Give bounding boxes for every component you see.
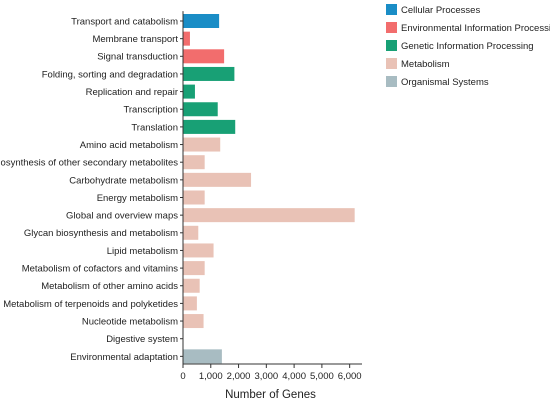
legend-swatch [386, 4, 397, 15]
bar [183, 119, 236, 134]
category-label: Metabolism of cofactors and vitamins [22, 264, 179, 275]
category-label: Metabolism of terpenoids and polyketides [3, 299, 178, 310]
bar [183, 102, 218, 117]
category-label: Nucleotide metabolism [82, 316, 178, 327]
category-label: Membrane transport [92, 34, 178, 45]
legend-swatch [386, 22, 397, 33]
category-label: Global and overview maps [66, 211, 178, 222]
legend-label: Environmental Information Processing [401, 23, 550, 34]
bar [183, 208, 355, 223]
category-label: Signal transduction [97, 52, 178, 63]
category-label: Digestive system [106, 334, 178, 345]
category-label: Biosynthesis of other secondary metaboli… [0, 158, 178, 169]
x-tick-label: 2,000 [227, 371, 251, 382]
bar [183, 296, 197, 311]
category-label: Glycan biosynthesis and metabolism [24, 228, 178, 239]
category-labels: Transport and catabolism Membrane transpo… [0, 16, 178, 362]
x-axis: 0 1,000 2,000 3,000 4,000 5,000 6,000 [180, 11, 362, 382]
x-axis-title: Number of Genes [225, 389, 316, 401]
legend-label: Metabolism [401, 59, 450, 70]
bar [183, 155, 205, 170]
category-label: Transport and catabolism [71, 16, 178, 27]
x-tick-label: 0 [180, 371, 185, 382]
bar [183, 66, 235, 81]
legend-swatch [386, 40, 397, 51]
category-label: Folding, sorting and degradation [42, 69, 178, 80]
x-tick-label: 6,000 [338, 371, 362, 382]
x-tick-label: 4,000 [282, 371, 306, 382]
x-tick-label: 1,000 [199, 371, 223, 382]
bar [183, 49, 225, 64]
bar [183, 243, 214, 258]
legend-label: Cellular Processes [401, 5, 480, 16]
category-label: Replication and repair [86, 87, 178, 98]
bar [183, 137, 221, 152]
category-label: Translation [131, 122, 178, 133]
bar [183, 14, 220, 28]
category-label: Transcription [123, 105, 178, 116]
bar [183, 314, 204, 329]
category-label: Lipid metabolism [107, 246, 178, 257]
bars [183, 14, 355, 364]
bar [183, 31, 190, 46]
category-label: Metabolism of other amino acids [41, 281, 178, 292]
bar [183, 349, 222, 364]
x-tick-label: 5,000 [310, 371, 334, 382]
bar [183, 225, 199, 240]
bar [183, 261, 205, 276]
legend-label: Genetic Information Processing [401, 41, 534, 52]
bar [183, 172, 252, 187]
category-label: Amino acid metabolism [80, 140, 178, 151]
legend-swatch [386, 58, 397, 69]
category-label: Energy metabolism [97, 193, 178, 204]
bar [183, 190, 205, 205]
legend: Cellular Processes Environmental Informat… [386, 4, 550, 88]
bar [183, 84, 195, 99]
category-label: Carbohydrate metabolism [69, 175, 178, 186]
legend-swatch [386, 76, 397, 87]
legend-label: Organismal Systems [401, 77, 489, 88]
x-tick-label: 3,000 [254, 371, 278, 382]
category-label: Environmental adaptation [70, 352, 178, 363]
bar [183, 278, 200, 293]
